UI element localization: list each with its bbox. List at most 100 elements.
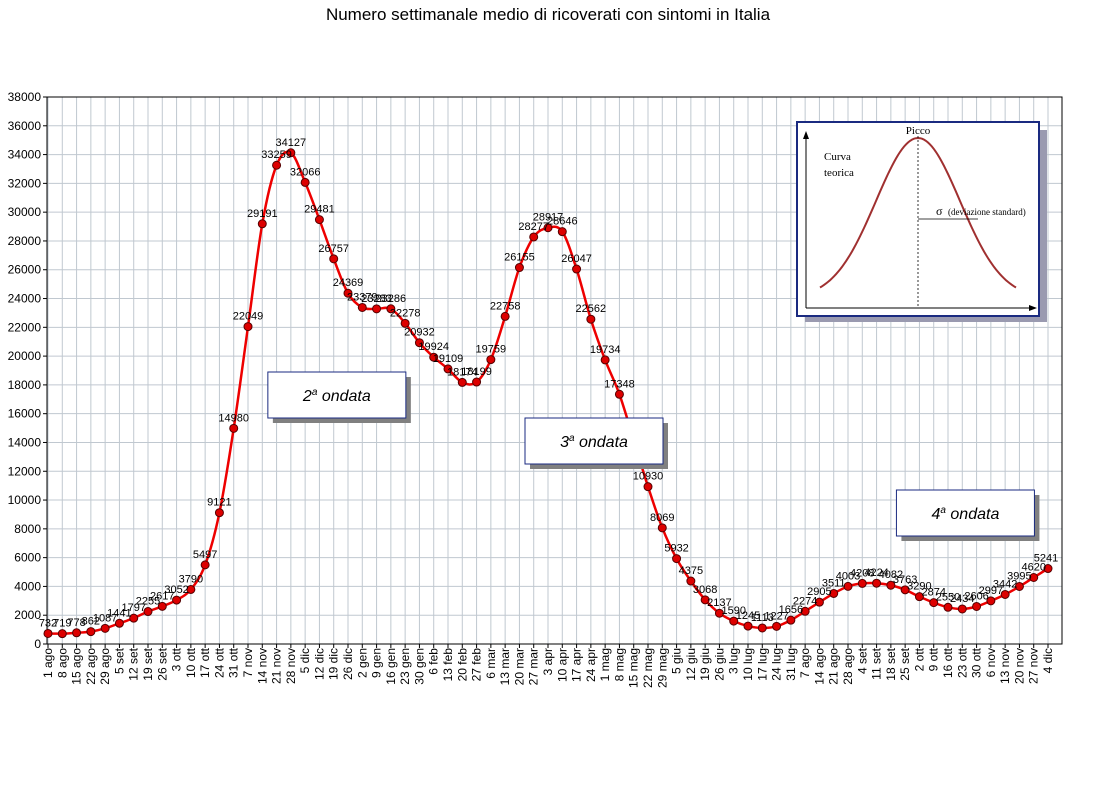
x-tick-label: 26 dic: [341, 648, 355, 680]
x-tick-label: 7 ago: [798, 648, 812, 678]
y-tick-label: 22000: [8, 320, 42, 334]
data-point: [543, 223, 553, 233]
y-tick-label: 6000: [14, 551, 41, 565]
data-label: 2434: [950, 593, 974, 605]
data-label: 19109: [433, 353, 464, 365]
x-tick-label: 15 ago: [70, 648, 84, 685]
data-label: 4208: [850, 567, 874, 579]
inset-theoretical-curve: Picco Curva teorica σ (deviazione standa…: [796, 121, 1047, 322]
data-point: [1029, 572, 1039, 582]
y-tick-label: 36000: [8, 119, 42, 133]
data-label: 4620: [1021, 561, 1045, 573]
inset-peak-label: Picco: [906, 125, 931, 137]
data-point: [443, 364, 453, 374]
data-point: [472, 377, 482, 387]
data-label: 1087: [93, 612, 117, 624]
data-point: [857, 578, 867, 588]
data-label: 26047: [561, 253, 592, 265]
data-label: 19759: [476, 344, 507, 356]
data-point: [700, 595, 710, 605]
data-point: [514, 263, 524, 273]
data-point: [772, 621, 782, 631]
data-point: [986, 596, 996, 606]
x-tick-label: 4 set: [855, 647, 869, 674]
x-tick-label: 2 gen: [355, 648, 369, 678]
data-point: [257, 219, 267, 229]
data-point: [1043, 564, 1053, 574]
data-point: [686, 576, 696, 586]
x-tick-label: 20 nov: [1012, 648, 1026, 684]
y-tick-label: 24000: [8, 292, 42, 306]
data-point: [314, 215, 324, 225]
data-point: [529, 232, 539, 242]
data-label: 4224: [864, 567, 888, 579]
data-label: 3442: [993, 578, 1017, 590]
y-tick-label: 16000: [8, 407, 42, 421]
x-tick-label: 3 ott: [170, 647, 184, 671]
x-tick-label: 17 lug: [755, 648, 769, 681]
data-label: 28646: [547, 216, 578, 228]
data-point: [143, 607, 153, 617]
x-tick-label: 1 ago: [41, 648, 55, 678]
x-tick-label: 13 nov: [998, 648, 1012, 684]
data-label: 1441: [107, 607, 131, 619]
data-point: [86, 627, 96, 637]
data-label: 29191: [247, 208, 278, 220]
data-label: 9121: [207, 497, 231, 509]
x-tick-label: 13 mar: [498, 648, 512, 685]
wave-label: 3a ondata: [560, 433, 628, 451]
data-label: 1227: [764, 610, 788, 622]
data-label: 2274: [793, 595, 817, 607]
data-label: 719: [53, 618, 71, 630]
data-label: 32066: [290, 166, 321, 178]
x-tick-label: 31 lug: [784, 648, 798, 681]
y-tick-label: 18000: [8, 378, 42, 392]
data-label: 1113: [751, 612, 774, 624]
data-point: [843, 581, 853, 591]
x-tick-label: 6 feb: [427, 648, 441, 675]
data-label: 33259: [261, 149, 292, 161]
data-label: 1656: [779, 604, 803, 616]
wave-annotations: 2a ondata 3a ondata 4a ondata: [267, 371, 1040, 541]
data-point: [114, 618, 124, 628]
data-label: 20932: [404, 327, 435, 339]
data-point: [572, 264, 582, 274]
wave-label: 4a ondata: [931, 505, 999, 523]
x-tick-label: 18 set: [884, 647, 898, 680]
chart-title: Numero settimanale medio di ricoverati c…: [326, 5, 771, 24]
x-tick-label: 28 ago: [841, 648, 855, 685]
x-tick-label: 24 ott: [212, 647, 226, 678]
data-point: [343, 288, 353, 298]
data-label: 3290: [907, 581, 931, 593]
data-label: 10930: [633, 471, 664, 483]
data-label: 2617: [150, 590, 174, 602]
x-tick-label: 27 nov: [1027, 648, 1041, 684]
data-point: [900, 585, 910, 595]
x-tick-label: 10 apr: [555, 648, 569, 682]
data-label: 3052: [164, 584, 188, 596]
data-label: 2255: [136, 596, 160, 608]
data-point: [172, 595, 182, 605]
wave-label: 2a ondata: [302, 387, 371, 405]
data-point: [272, 160, 282, 170]
data-point: [657, 523, 667, 533]
data-label: 22049: [233, 311, 264, 323]
y-tick-label: 34000: [8, 148, 42, 162]
x-tick-label: 14 nov: [255, 648, 269, 684]
data-label: 22758: [490, 300, 521, 312]
x-tick-label: 22 mag: [641, 648, 655, 688]
data-point: [643, 482, 653, 492]
x-tick-label: 6 nov: [984, 648, 998, 677]
data-label: 22562: [576, 303, 607, 315]
data-point: [614, 389, 624, 399]
x-tick-label: 10 lug: [741, 648, 755, 681]
data-point: [872, 578, 882, 588]
data-label: 2905: [807, 586, 831, 598]
data-point: [886, 580, 896, 590]
x-tick-label: 17 ott: [198, 647, 212, 678]
data-label: 23379: [347, 291, 378, 303]
data-point: [157, 601, 167, 611]
y-tick-label: 26000: [8, 263, 42, 277]
x-tick-label: 20 feb: [455, 648, 469, 682]
y-tick-label: 14000: [8, 435, 42, 449]
